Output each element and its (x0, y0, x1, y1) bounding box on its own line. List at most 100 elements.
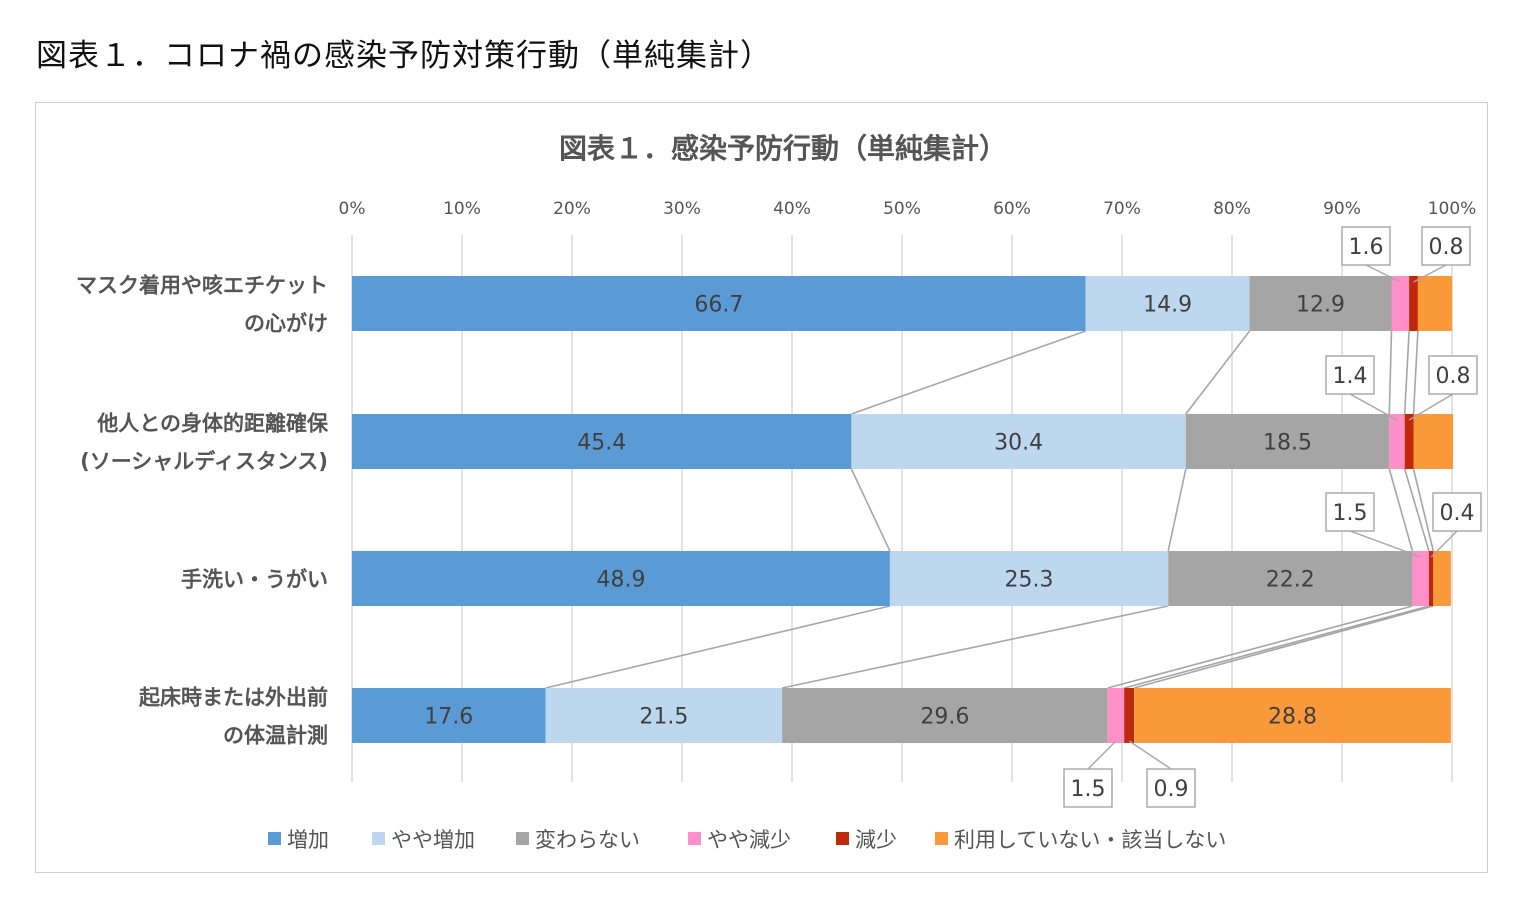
bar-segment (1107, 688, 1125, 743)
x-tick-label: 20% (553, 199, 591, 219)
data-label: 18.5 (1263, 431, 1312, 456)
x-tick-label: 50% (883, 199, 921, 219)
bar-segment (1433, 551, 1451, 606)
data-label: 12.9 (1296, 293, 1345, 318)
legend-swatch (516, 832, 529, 845)
data-label: 30.4 (994, 431, 1043, 456)
chart-frame (35, 102, 1488, 873)
series-connector-line (851, 330, 1086, 415)
callout-leader (1413, 264, 1447, 283)
legend-label: 利用していない・該当しない (954, 828, 1226, 852)
bar-segment (1124, 688, 1135, 743)
callout-leader (1128, 740, 1172, 770)
legend-label: 減少 (855, 828, 897, 852)
series-connector-line (850, 468, 891, 552)
data-label: 14.9 (1143, 293, 1192, 318)
data-label: 48.9 (596, 568, 645, 593)
legend-label: 変わらない (535, 828, 640, 852)
data-label: 1.5 (1071, 777, 1106, 802)
data-label: 1.5 (1333, 501, 1368, 526)
bar-segment (1168, 551, 1413, 606)
bar-segment (889, 551, 1169, 606)
legend-swatch (268, 832, 281, 845)
legend-swatch (935, 832, 948, 845)
bar-segment (1428, 551, 1434, 606)
series-connector-line (1133, 605, 1434, 689)
data-label: 21.5 (639, 705, 688, 730)
x-tick-label: 40% (773, 199, 811, 219)
bar-segment (352, 688, 546, 743)
bar-segment (545, 688, 783, 743)
series-connector-line (1403, 468, 1430, 552)
data-label: 0.9 (1154, 777, 1189, 802)
data-label: 29.6 (920, 705, 969, 730)
callout-leader (1349, 530, 1421, 558)
series-connector-line (1403, 330, 1410, 415)
x-tick-label: 10% (443, 199, 481, 219)
callout-box (1146, 768, 1196, 808)
callout-box (1432, 492, 1482, 532)
legend-label: やや減少 (707, 828, 791, 852)
legend-swatch (372, 832, 385, 845)
series-connector-line (1107, 605, 1413, 689)
bar-segment (1085, 276, 1250, 331)
series-connector-line (1167, 468, 1187, 552)
bar-segment (1413, 414, 1454, 469)
data-label: 25.3 (1005, 568, 1054, 593)
legend-label: 増加 (287, 828, 329, 852)
callout-box (1341, 226, 1391, 266)
legend-swatch (836, 832, 849, 845)
callout-box (1428, 355, 1478, 395)
bar-segment (782, 688, 1108, 743)
data-label: 66.7 (694, 293, 743, 318)
page-title: 図表１．コロナ禍の感染予防対策行動（単純集計） (36, 38, 772, 74)
callout-box (1325, 492, 1375, 532)
category-label: 起床時または外出前 (138, 686, 328, 710)
x-tick-label: 30% (663, 199, 701, 219)
x-tick-label: 100% (1428, 199, 1477, 219)
callout-leader (1365, 264, 1401, 283)
callout-box (1421, 226, 1471, 266)
data-label: 0.8 (1429, 235, 1464, 260)
callout-box (1063, 768, 1113, 808)
data-label: 0.8 (1436, 364, 1471, 389)
bar-segment (1185, 414, 1390, 469)
bar-segment (1389, 414, 1405, 469)
x-tick-label: 80% (1213, 199, 1251, 219)
bar-segment (1391, 276, 1410, 331)
x-tick-label: 70% (1103, 199, 1141, 219)
series-connector-line (1412, 330, 1419, 415)
bar-segment (1417, 276, 1452, 331)
bar-segment (352, 414, 852, 469)
category-label: の心がけ (244, 312, 328, 336)
chart-title: 図表１．感染予防行動（単純集計） (559, 132, 1007, 165)
series-connector-line (781, 605, 1169, 689)
series-connector-line (1123, 605, 1430, 689)
category-label: 手洗い・うがい (181, 568, 328, 592)
bar-segment (1412, 551, 1429, 606)
callout-box (1325, 355, 1375, 395)
bar-segment (1409, 276, 1418, 331)
series-connector-line (1412, 468, 1435, 552)
data-label: 45.4 (577, 431, 626, 456)
series-connector-line (1388, 468, 1414, 552)
callout-leader (1430, 530, 1458, 558)
x-tick-label: 60% (993, 199, 1031, 219)
category-label: マスク着用や咳エチケット (76, 274, 328, 298)
legend-label: やや増加 (391, 828, 475, 852)
data-label: 1.6 (1349, 235, 1384, 260)
bar-segment (352, 276, 1086, 331)
data-label: 28.8 (1268, 705, 1317, 730)
bar-segment (352, 551, 890, 606)
bar-segment (1404, 414, 1414, 469)
legend-swatch (688, 832, 701, 845)
series-connector-line (1185, 330, 1251, 415)
category-label: の体温計測 (223, 724, 328, 748)
x-tick-label: 90% (1323, 199, 1361, 219)
x-tick-label: 0% (339, 199, 366, 219)
data-label: 17.6 (424, 705, 473, 730)
data-label: 22.2 (1266, 568, 1315, 593)
series-connector-line (545, 605, 891, 689)
data-label: 1.4 (1333, 364, 1368, 389)
